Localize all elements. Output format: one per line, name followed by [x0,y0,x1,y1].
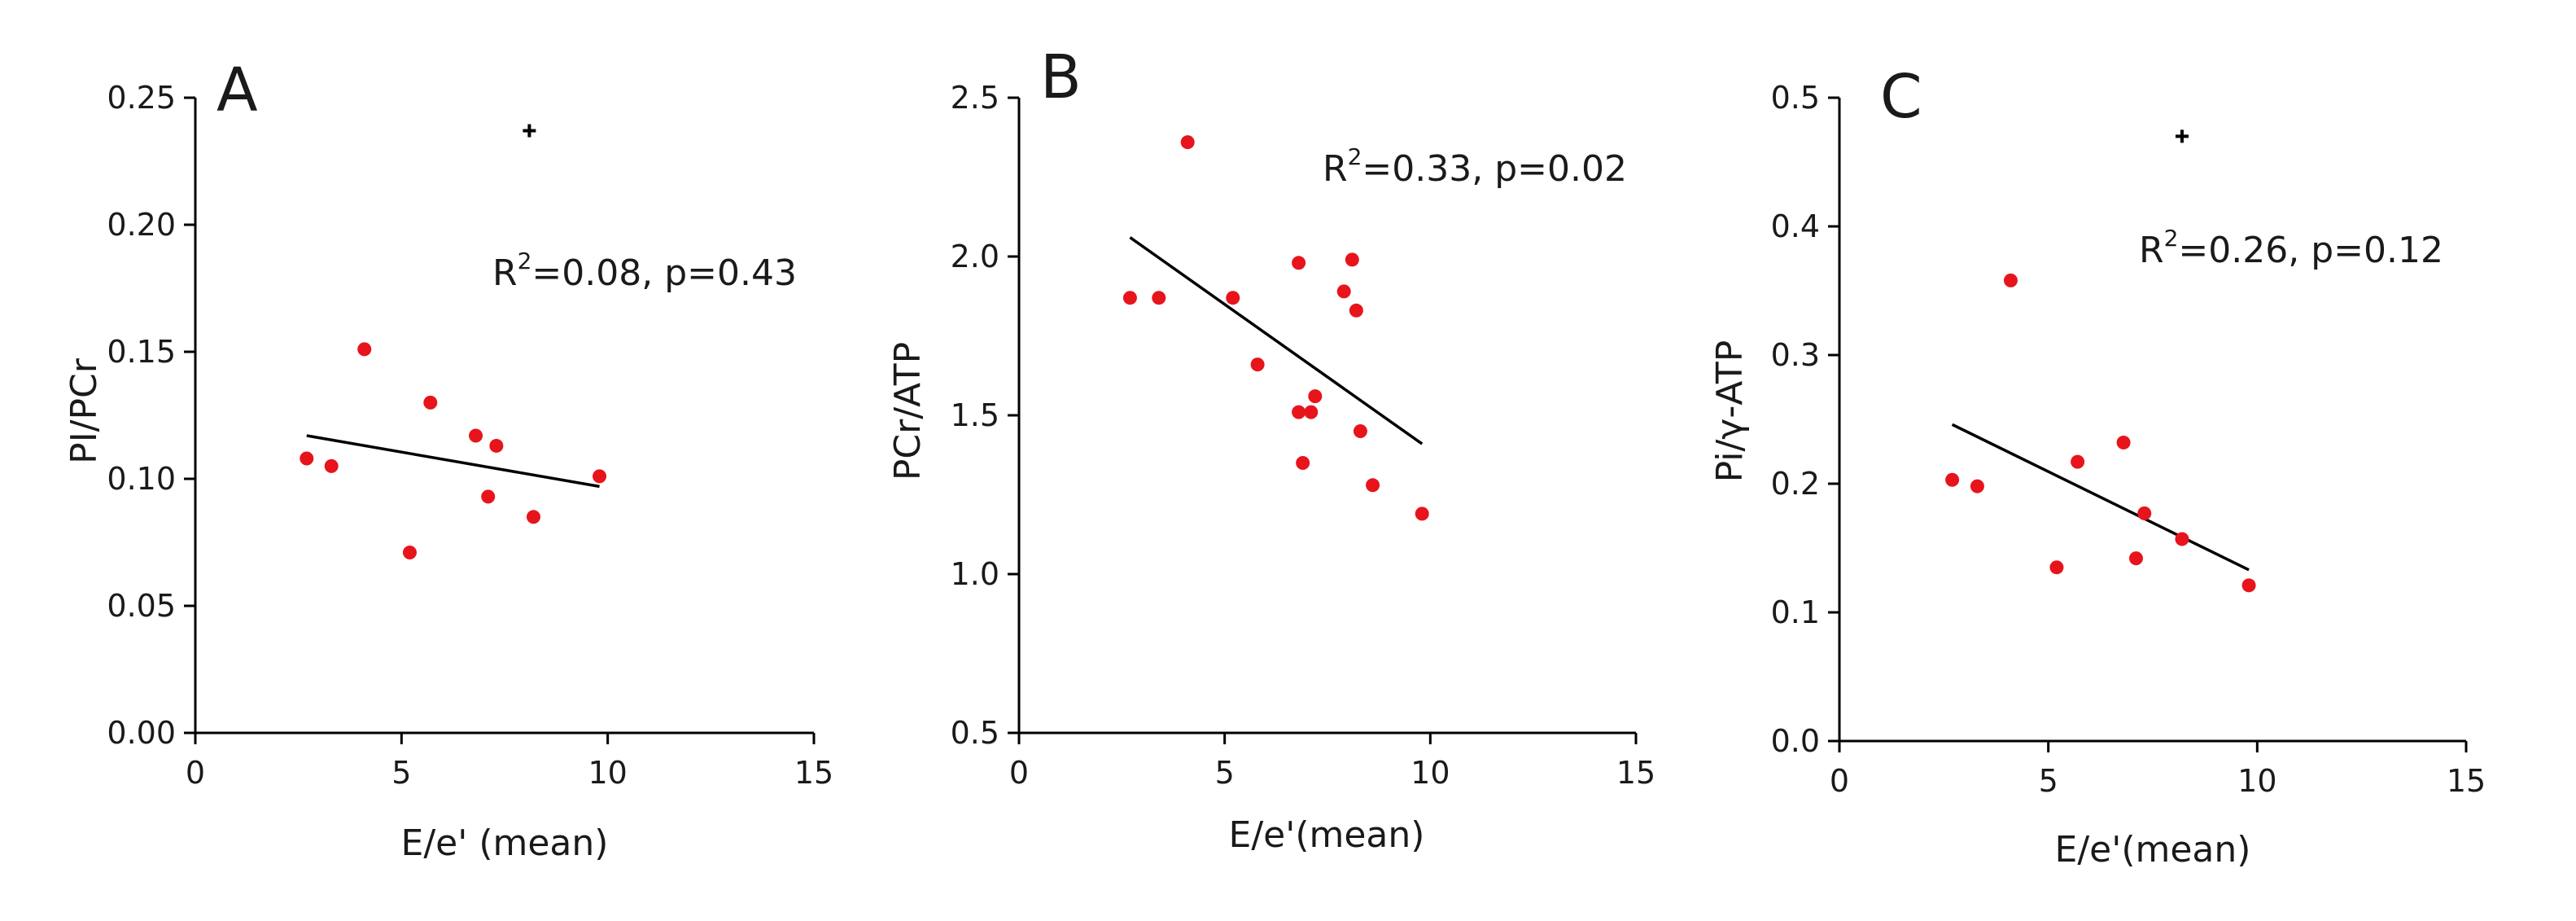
panel-a-data-point [423,395,438,410]
panel-b-data-point [1292,405,1306,419]
panel-b-letter: B [1040,42,1082,112]
panel-c-annotation: R2=0.26, p=0.12 [2139,225,2443,271]
panel-b-y-tick-label: 0.5 [951,715,999,751]
panel-c-x-tick-label: 10 [2237,763,2276,799]
panel-b-data-point [1250,357,1265,372]
panel-b-data-point [1345,252,1359,267]
panel-b-data-point [1415,507,1429,521]
panel-c-data-point [2116,435,2131,450]
panel-a-data-point [489,438,504,453]
panel-b-y-tick-label: 1.0 [951,556,999,592]
panel-a-y-tick-label: 0.15 [107,334,176,370]
panel-a-data-point [324,458,339,473]
panel-c-data-point [2175,532,2189,546]
panel-b-data-point [1304,405,1319,419]
panel-c-data-point [2241,578,2256,593]
panel-a-letter: A [216,55,258,125]
panel-a-x-tick-label: 10 [588,755,627,791]
panel-a-x-tick-label: 15 [794,755,833,791]
panel-a-data-point [469,428,483,443]
panel-b-data-point [1349,303,1363,318]
panel-b-data-point [1336,284,1351,299]
panel-b-data-point [1366,478,1380,493]
panel-a-x-label: E/e' (mean) [401,822,609,864]
panel-a-y-tick-label: 0.00 [107,715,176,751]
panel-a-y-tick-label: 0.20 [107,207,176,243]
panel-a-r-label: R [492,252,518,294]
panel-c-data-point [2003,273,2018,287]
panel-a-annotation: R2=0.08, p=0.43 [492,248,797,294]
panel-c-y-tick-label: 0.0 [1771,723,1820,759]
panel-a-data-point [402,545,417,559]
panel-a-data-point [593,469,607,484]
panel-c-x-label: E/e'(mean) [2055,829,2251,871]
panel-a-x-tick-label: 0 [186,755,205,791]
panel-b-data-point [1226,291,1240,305]
panel-a-data-point [526,510,540,524]
panel-c-data-point [2137,506,2152,520]
panel-b-x-tick-label: 10 [1410,755,1450,791]
panel-c-x-tick-label: 15 [2447,763,2486,799]
panel-a-x-tick-label: 5 [391,755,411,791]
panel-c-x-tick-label: 5 [2039,763,2058,799]
panel-c-data-point [1945,472,1960,487]
panel-c-x-tick-label: 0 [1830,763,1849,799]
panel-c-y-tick-label: 0.1 [1771,594,1820,630]
panel-c-data-point [1970,479,1984,493]
panel-b-y-tick-label: 1.5 [951,397,999,433]
panel-a-data-point [357,342,372,357]
panel-b-y-tick-label: 2.5 [951,80,999,116]
panel-c-fit-line [1951,423,2250,572]
panel-b-data-point [1152,291,1166,305]
panel-c-y-tick-label: 0.2 [1771,466,1820,502]
panel-c-r-exp: 2 [2164,225,2179,252]
panel-c-data-point [2049,560,2064,575]
panel-b-data-point [1180,135,1195,150]
panel-c-y-label: Pi/γ-ATP [1709,340,1751,483]
panel-c-outlier-point [2175,129,2189,143]
panel-a-outlier-point [523,124,536,138]
panel-c-letter: C [1880,62,1922,132]
panel-b-data-point [1308,389,1323,404]
panel-b-data-point [1122,291,1137,305]
panel-b-x-tick-label: 0 [1009,755,1029,791]
panel-b-x-tick-label: 5 [1215,755,1235,791]
panel-b-r-label: R [1323,148,1348,190]
panel-c-data-point [2071,454,2085,469]
panel-b-r-exp: 2 [1348,143,1362,170]
panel-b-y-tick-label: 2.0 [951,239,999,274]
panel-b-data-point [1292,256,1306,270]
panel-a-r-exp: 2 [518,248,532,274]
panel-c-y-tick-label: 0.4 [1771,208,1820,244]
panel-a-data-point [481,489,496,504]
panel-a-data-point [300,451,314,466]
panel-b-x-label: E/e'(mean) [1229,814,1425,856]
panel-b: B 0.5 1.0 1.5 2.0 2.5 0 5 10 15 R2=0.33, p=0.02… [887,42,1655,856]
panel-a-annotation-text: =0.08, p=0.43 [531,252,797,294]
panel-a-y-label: PI/PCr [63,357,105,464]
panel-b-data-point [1296,456,1310,470]
panel-b-x-tick-label: 15 [1616,755,1655,791]
panel-c: C 0.0 0.1 0.2 0.3 0.4 0.5 0 5 10 15 R2=0.26, p=0… [1709,62,2486,871]
panel-c-r-label: R [2139,230,2164,271]
panel-c-annotation-text: =0.26, p=0.12 [2178,230,2443,271]
panel-c-y-tick-label: 0.5 [1771,80,1820,116]
panel-b-annotation-text: =0.33, p=0.02 [1362,148,1627,190]
panel-c-data-point [2128,551,2143,566]
panel-b-fit-line [1129,236,1424,445]
panel-b-annotation: R2=0.33, p=0.02 [1323,143,1627,190]
panel-a-y-tick-label: 0.25 [107,80,176,116]
panel-a-y-tick-label: 0.10 [107,461,176,497]
panel-a: A 0.00 0.05 0.10 0.15 0.20 0.25 0 5 10 15 R2=0.0… [63,55,833,864]
panel-c-y-tick-label: 0.3 [1771,337,1820,373]
panel-a-y-tick-label: 0.05 [107,588,176,624]
panel-b-y-label: PCr/ATP [887,342,929,480]
panel-b-data-point [1353,424,1367,438]
panel-a-fit-line [306,434,600,489]
